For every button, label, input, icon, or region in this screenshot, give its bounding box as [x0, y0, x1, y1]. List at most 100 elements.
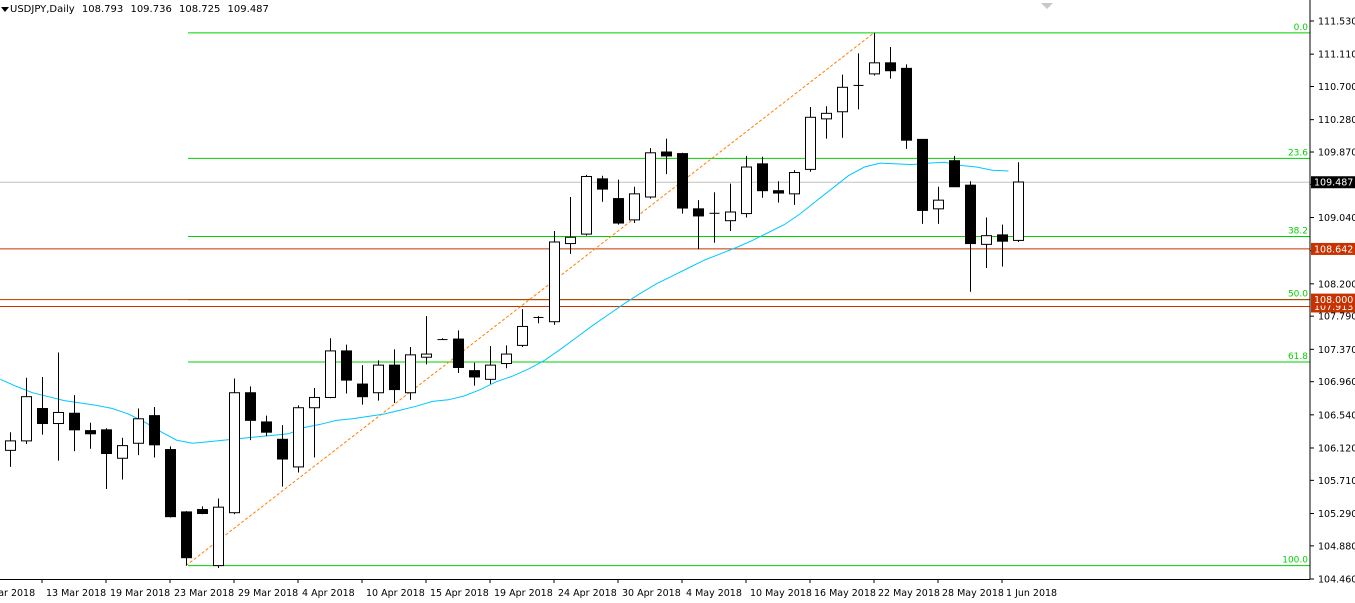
candle-body [885, 62, 896, 72]
candle [85, 422, 96, 449]
time-tick-label: 28 May 2018 [942, 588, 1004, 599]
candle-body [869, 62, 880, 75]
price-tick-label: 109.040 [1318, 213, 1355, 224]
candle [181, 511, 192, 566]
chart-header: USDJPY,Daily 108.793 109.736 108.725 109… [10, 4, 273, 15]
time-tick-label: 29 Mar 2018 [238, 588, 298, 599]
candle-body [149, 415, 160, 446]
candle [533, 316, 544, 324]
fibo-level-label: 23.6 [1288, 148, 1308, 158]
candle-body [933, 199, 944, 210]
high-value: 109.736 [130, 4, 172, 15]
candle [757, 156, 768, 198]
candle [197, 506, 208, 515]
candle-body [837, 86, 848, 113]
candle [981, 217, 992, 269]
candle-body [85, 430, 96, 435]
candle [5, 432, 16, 467]
candle [805, 107, 816, 172]
candle [309, 388, 320, 458]
chart-shift-marker-icon[interactable] [1041, 3, 1053, 9]
fibonacci-levels: 0.0 23.6 38.2 50.0 61.8 100.0 [188, 23, 1310, 567]
candle [821, 106, 832, 139]
candle [389, 349, 400, 403]
candle-body [101, 429, 112, 455]
candle [117, 437, 128, 480]
fibo-level-label: 61.8 [1288, 352, 1308, 362]
candle [901, 64, 912, 149]
candle [293, 405, 304, 473]
candle-body [773, 190, 784, 194]
candle [245, 386, 256, 441]
candle-body [485, 364, 496, 380]
chart-menu-icon[interactable] [1, 7, 9, 12]
candle-body [693, 208, 704, 217]
candle [853, 53, 864, 110]
time-tick-label: 10 May 2018 [750, 588, 812, 599]
price-axis: 111.530 111.110 110.700 110.280 109.870 109.4… [1309, 0, 1355, 586]
fibo-level-label: 38.2 [1288, 226, 1308, 236]
candle-body [581, 175, 592, 235]
candle-body [309, 396, 320, 409]
candle [565, 197, 576, 254]
time-tick-label: 19 Apr 2018 [494, 588, 553, 599]
time-tick-label: 13 Mar 2018 [46, 588, 106, 599]
candle-body [917, 138, 928, 211]
time-tick-label: 19 Mar 2018 [110, 588, 170, 599]
candle-body [261, 421, 272, 433]
candle [213, 498, 224, 568]
candle-body [597, 178, 608, 190]
candle [965, 181, 976, 292]
candles [5, 32, 1024, 568]
candle [517, 309, 528, 347]
candle-body [725, 211, 736, 222]
candle [869, 32, 880, 76]
candle-body [229, 392, 240, 514]
time-axis: Mar 2018 13 Mar 2018 19 Mar 2018 23 Mar 201… [0, 579, 1310, 599]
candle-body [757, 163, 768, 192]
price-tick-label: 106.540 [1318, 410, 1355, 421]
candle [709, 192, 720, 243]
candle [837, 74, 848, 138]
price-tick-label: 107.370 [1318, 345, 1355, 356]
candle-body [453, 338, 464, 368]
candle-body [373, 364, 384, 394]
candle [453, 330, 464, 374]
candle [549, 230, 560, 325]
candle [485, 346, 496, 385]
candle-body [405, 354, 416, 394]
candle [789, 170, 800, 205]
candle [725, 183, 736, 231]
candle-body [117, 445, 128, 459]
candle [21, 377, 32, 445]
candle-body [901, 67, 912, 141]
candle [917, 138, 928, 224]
candle-body [325, 350, 336, 398]
candle [933, 186, 944, 224]
candle-body [997, 234, 1008, 242]
fibo-level-label: 100.0 [1282, 556, 1308, 566]
candle-body [293, 407, 304, 468]
candle-body [629, 193, 640, 221]
candle-body [981, 235, 992, 245]
current-price-tag: 109.487 [1314, 178, 1353, 189]
time-tick-label: 10 Apr 2018 [366, 588, 425, 599]
candle-body [5, 440, 16, 451]
candle [501, 345, 512, 369]
price-tick-label: 105.290 [1318, 509, 1355, 520]
fibo-level-label: 0.0 [1294, 23, 1309, 33]
price-tick-label: 110.700 [1318, 82, 1355, 93]
candle [229, 378, 240, 515]
candle [53, 352, 64, 461]
candle [645, 148, 656, 199]
time-tick-label: 4 Apr 2018 [302, 588, 355, 599]
price-tick-label: 111.110 [1318, 50, 1355, 61]
candle [581, 174, 592, 236]
candle-body [613, 198, 624, 224]
candle-body [357, 383, 368, 398]
candle [677, 152, 688, 214]
candle [261, 415, 272, 437]
candle-body [965, 184, 976, 245]
